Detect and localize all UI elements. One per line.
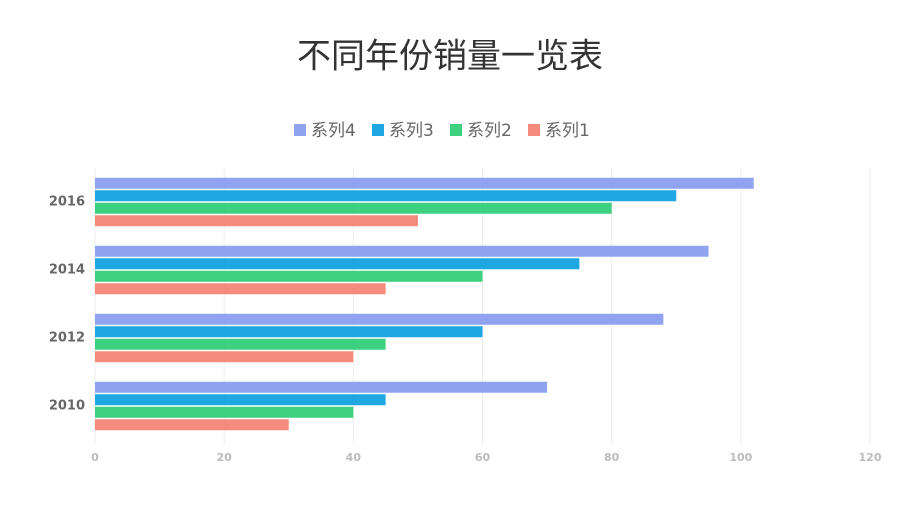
legend-label: 系列2 — [467, 121, 512, 141]
bar — [95, 406, 354, 418]
x-tick-label: 100 — [729, 451, 752, 464]
x-tick-label: 60 — [475, 451, 491, 464]
legend-swatch — [450, 124, 462, 136]
bar — [95, 394, 386, 406]
bar — [95, 283, 386, 295]
bar — [95, 258, 580, 270]
x-tick-label: 40 — [346, 451, 362, 464]
bar — [95, 351, 354, 363]
legend-label: 系列4 — [311, 121, 356, 141]
x-tick-label: 0 — [91, 451, 99, 464]
bar — [95, 202, 612, 214]
bar — [95, 338, 386, 350]
x-tick-label: 20 — [217, 451, 233, 464]
bar — [95, 245, 709, 257]
y-tick-label: 2014 — [49, 263, 85, 278]
bar — [95, 215, 418, 227]
chart-title: 不同年份销量一览表 — [297, 37, 603, 77]
bar — [95, 326, 483, 338]
bar — [95, 419, 289, 431]
bar — [95, 313, 664, 325]
legend-label: 系列1 — [545, 121, 590, 141]
legend-swatch — [528, 124, 540, 136]
bar — [95, 270, 483, 282]
bar — [95, 190, 677, 202]
y-tick-label: 2016 — [49, 195, 85, 210]
x-tick-label: 120 — [859, 451, 882, 464]
bar — [95, 381, 548, 393]
legend-swatch — [294, 124, 306, 136]
y-tick-label: 2012 — [49, 331, 85, 346]
bar — [95, 177, 754, 189]
y-tick-label: 2010 — [49, 399, 85, 414]
legend-label: 系列3 — [389, 121, 434, 141]
legend-swatch — [372, 124, 384, 136]
x-tick-label: 80 — [604, 451, 620, 464]
